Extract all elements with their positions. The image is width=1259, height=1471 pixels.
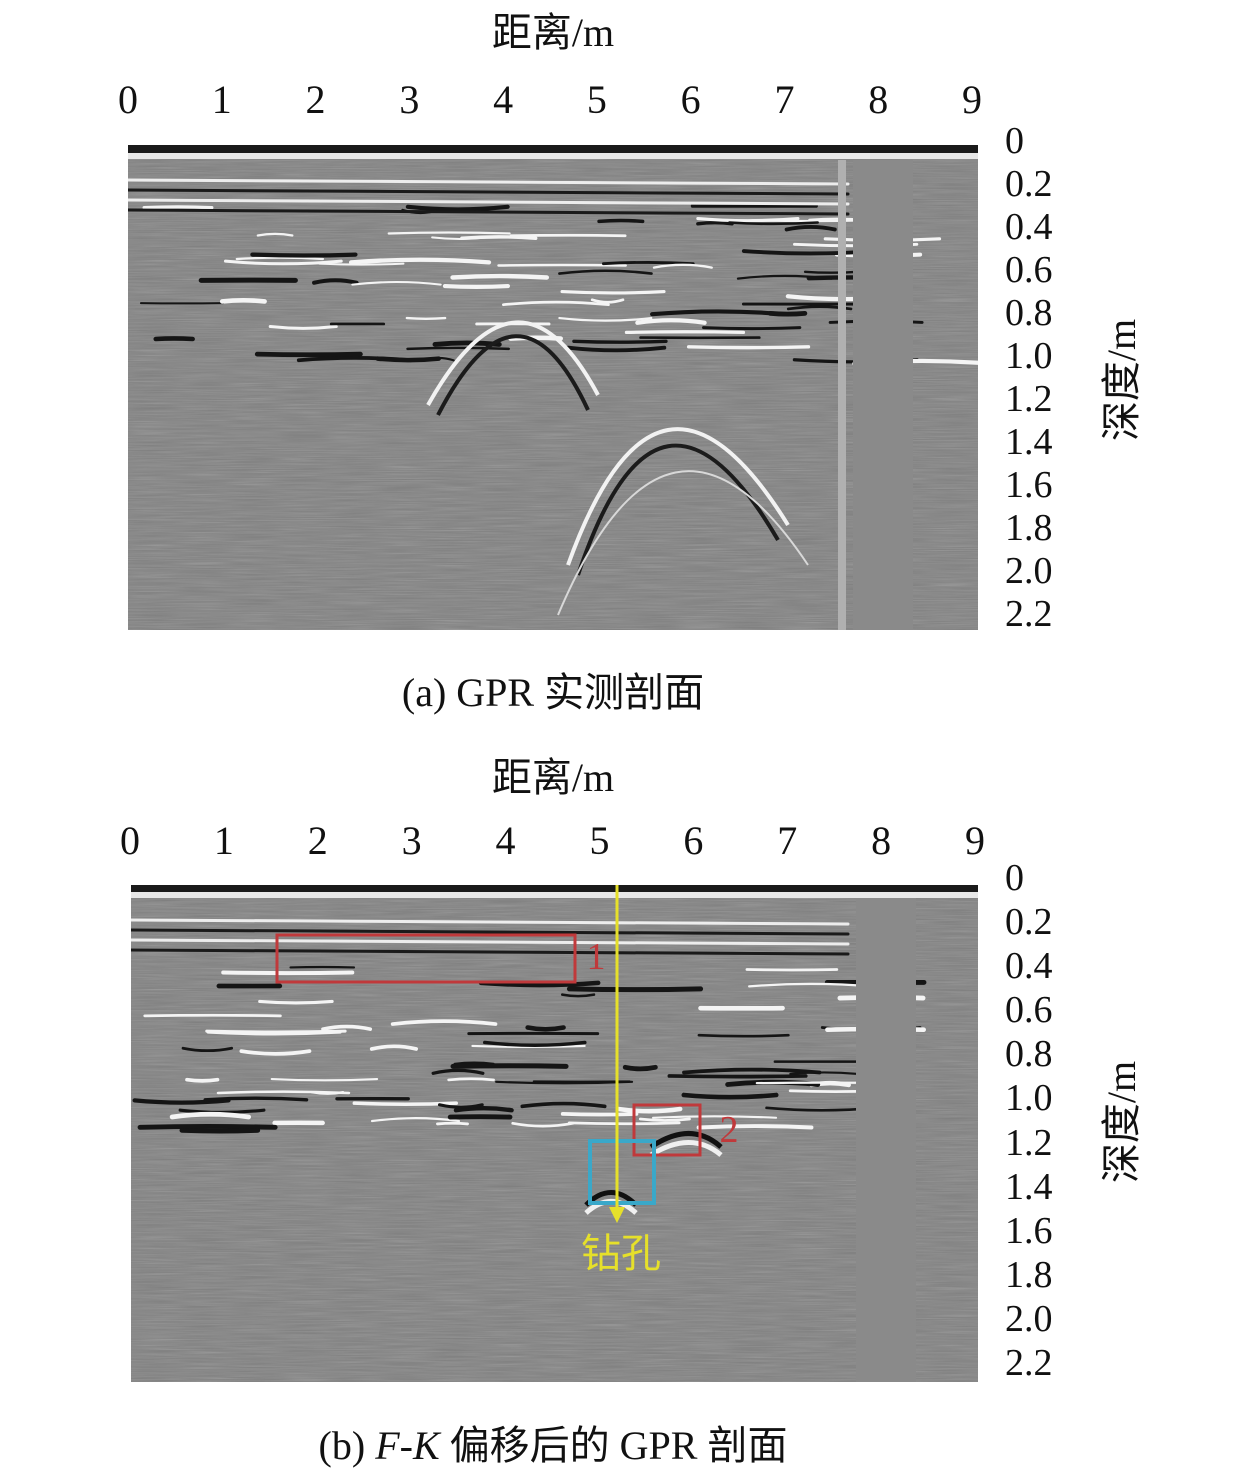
y-tick-label: 1.2 bbox=[1005, 1121, 1053, 1164]
y-axis-label: 深度/m bbox=[1099, 1060, 1144, 1184]
x-axis-label: 距离/m bbox=[491, 10, 615, 55]
caption-suffix: 偏移后的 GPR 剖面 bbox=[439, 1423, 788, 1468]
y-tick-label: 2.2 bbox=[1005, 1342, 1053, 1384]
y-tick-label: 1.8 bbox=[1005, 507, 1053, 549]
x-tick-label: 0 bbox=[118, 77, 138, 122]
x-tick-label: 2 bbox=[305, 77, 326, 122]
figure-caption-a: (a) GPR 实测剖面 bbox=[401, 670, 705, 715]
y-tick-label: 2.0 bbox=[1005, 550, 1053, 592]
y-tick-label: 0.4 bbox=[1005, 945, 1053, 988]
y-tick-label: 0.8 bbox=[1005, 292, 1053, 334]
x-tick-label: 8 bbox=[871, 818, 892, 863]
caption-prefix: (b) bbox=[318, 1423, 376, 1468]
x-tick-label: 9 bbox=[965, 818, 985, 863]
y-tick-label: 0.8 bbox=[1005, 1033, 1053, 1076]
x-tick-label: 3 bbox=[401, 818, 422, 863]
y-tick-label: 1.4 bbox=[1005, 1165, 1053, 1208]
x-tick-label: 7 bbox=[774, 77, 795, 122]
y-tick-label: 0.4 bbox=[1005, 206, 1053, 248]
annotation-2: 2 bbox=[719, 1109, 739, 1151]
x-tick-label: 6 bbox=[680, 77, 701, 122]
y-tick-label: 1.6 bbox=[1005, 1209, 1053, 1252]
y-tick-label: 1.0 bbox=[1005, 335, 1053, 377]
x-tick-label: 6 bbox=[683, 818, 704, 863]
annotation-1: 1 bbox=[586, 936, 606, 978]
y-tick-label: 0.6 bbox=[1005, 249, 1053, 291]
x-tick-label: 1 bbox=[213, 818, 234, 863]
x-tick-label: 7 bbox=[777, 818, 798, 863]
x-axis-label: 距离/m bbox=[491, 755, 615, 800]
x-tick-label: 2 bbox=[307, 818, 328, 863]
x-tick-label: 1 bbox=[211, 77, 232, 122]
y-tick-label: 1.0 bbox=[1005, 1077, 1053, 1120]
x-tick-label: 0 bbox=[120, 818, 140, 863]
y-axis-label: 深度/m bbox=[1099, 318, 1144, 442]
y-tick-label: 0 bbox=[1005, 120, 1024, 162]
x-tick-label: 9 bbox=[962, 77, 982, 122]
y-tick-label: 0.2 bbox=[1005, 163, 1053, 205]
y-tick-label: 0.2 bbox=[1005, 901, 1053, 944]
figure-caption-b: (b) F-K 偏移后的 GPR 剖面 bbox=[319, 1413, 788, 1471]
borehole-label: 钻孔 bbox=[581, 1231, 661, 1276]
x-tick-label: 5 bbox=[589, 818, 610, 863]
y-tick-label: 1.2 bbox=[1005, 378, 1053, 420]
x-tick-label: 4 bbox=[495, 818, 516, 863]
y-tick-label: 2.2 bbox=[1005, 593, 1053, 635]
y-tick-label: 1.8 bbox=[1005, 1253, 1053, 1296]
x-tick-label: 8 bbox=[868, 77, 889, 122]
y-tick-label: 1.4 bbox=[1005, 421, 1053, 463]
gpr-radargram-migrated bbox=[131, 885, 978, 1382]
x-tick-label: 3 bbox=[399, 77, 420, 122]
y-tick-label: 1.6 bbox=[1005, 464, 1053, 506]
y-tick-label: 0 bbox=[1005, 857, 1024, 899]
y-tick-label: 0.6 bbox=[1005, 989, 1053, 1032]
x-tick-label: 5 bbox=[586, 77, 607, 122]
x-tick-label: 4 bbox=[493, 77, 514, 122]
gpr-radargram-raw bbox=[128, 145, 978, 630]
y-tick-label: 2.0 bbox=[1005, 1297, 1053, 1340]
caption-italic: F-K bbox=[375, 1423, 440, 1468]
